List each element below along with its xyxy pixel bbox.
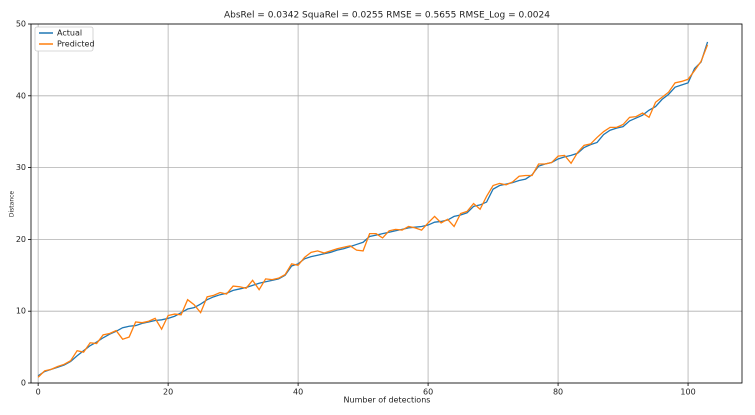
x-axis-label: Number of detections [344, 396, 431, 405]
legend-label: Actual [57, 29, 82, 38]
data-line [37, 44, 709, 378]
x-tick-label: 80 [553, 388, 563, 397]
x-tick-label: 40 [293, 388, 303, 397]
x-tick-label: 20 [163, 388, 173, 397]
y-tick-label: 40 [16, 91, 26, 100]
y-tick-label: 20 [16, 235, 26, 244]
y-tick-label: 30 [16, 163, 26, 172]
y-tick-label: 10 [16, 307, 26, 316]
y-axis-label: Distance [9, 191, 16, 218]
legend-label: Predicted [57, 40, 95, 49]
chart-title: AbsRel = 0.0342 SquaRel = 0.0255 RMSE = … [224, 11, 550, 21]
y-tick-label: 50 [16, 20, 26, 29]
plot-frame [30, 23, 743, 384]
x-tick-label: 100 [680, 388, 695, 397]
y-tick-label: 0 [21, 379, 26, 388]
x-tick-label: 0 [36, 388, 41, 397]
data-line [37, 41, 709, 377]
x-tick-label: 60 [423, 388, 433, 397]
